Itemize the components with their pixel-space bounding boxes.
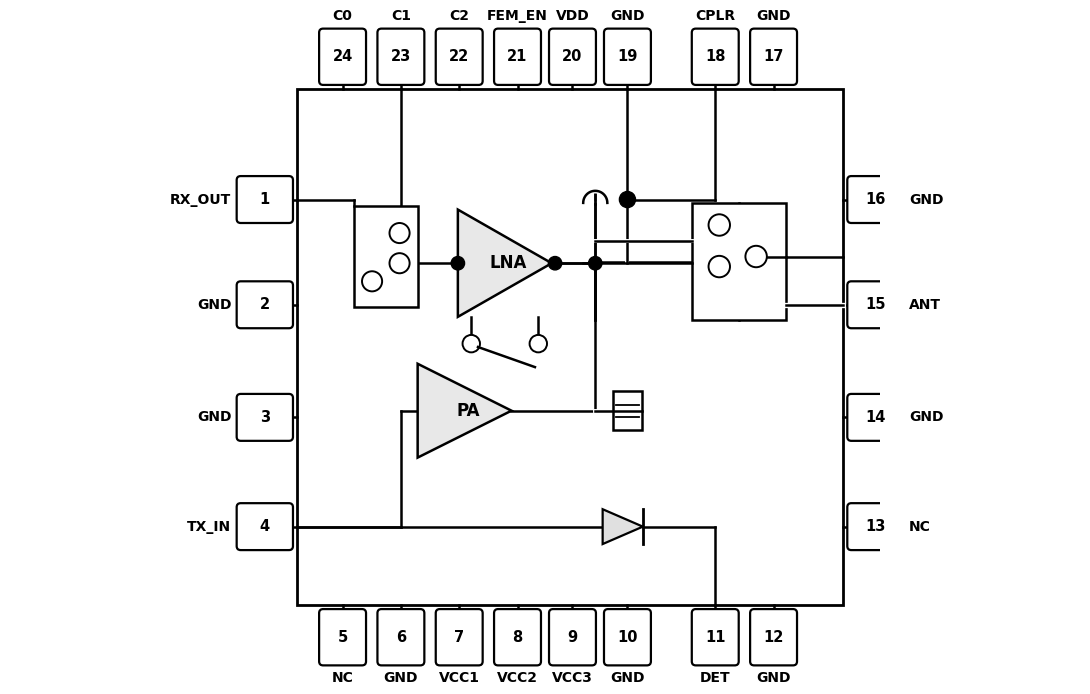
Bar [354, 206, 417, 307]
FancyBboxPatch shape [847, 281, 904, 328]
Text: 7: 7 [455, 629, 464, 645]
Text: TX_IN: TX_IN [187, 520, 231, 534]
Text: VCC1: VCC1 [438, 670, 480, 685]
Circle shape [746, 246, 767, 267]
Text: VDD: VDD [556, 9, 590, 24]
Text: LNA: LNA [489, 254, 526, 272]
Text: GND: GND [197, 298, 231, 312]
FancyBboxPatch shape [377, 28, 424, 85]
FancyBboxPatch shape [319, 609, 366, 666]
Text: 9: 9 [568, 629, 578, 645]
Text: VCC3: VCC3 [552, 670, 593, 685]
Text: 12: 12 [763, 629, 784, 645]
Circle shape [589, 257, 602, 270]
Text: 2: 2 [259, 297, 270, 312]
Circle shape [451, 257, 464, 270]
FancyBboxPatch shape [750, 609, 797, 666]
FancyBboxPatch shape [237, 394, 293, 441]
Text: 3: 3 [259, 410, 270, 425]
Circle shape [462, 335, 480, 353]
FancyBboxPatch shape [604, 28, 651, 85]
Bar [614, 391, 642, 430]
Text: 11: 11 [705, 629, 726, 645]
Polygon shape [603, 509, 643, 544]
FancyBboxPatch shape [494, 28, 541, 85]
Text: GND: GND [909, 410, 944, 424]
Text: 13: 13 [865, 519, 886, 534]
Text: FEM_EN: FEM_EN [487, 9, 548, 24]
Polygon shape [458, 210, 552, 317]
Bar [296, 89, 844, 605]
FancyBboxPatch shape [847, 503, 904, 550]
Text: GND: GND [909, 192, 944, 207]
Text: 22: 22 [449, 49, 470, 65]
Text: GND: GND [384, 670, 419, 685]
Text: GND: GND [756, 670, 791, 685]
Text: 10: 10 [617, 629, 638, 645]
Text: VCC2: VCC2 [497, 670, 538, 685]
Text: C2: C2 [449, 9, 469, 24]
Circle shape [530, 335, 547, 353]
FancyBboxPatch shape [549, 609, 596, 666]
Text: RX_OUT: RX_OUT [170, 192, 231, 207]
Text: GND: GND [197, 410, 231, 424]
Text: NC: NC [909, 520, 931, 534]
Text: C1: C1 [391, 9, 411, 24]
Text: CPLR: CPLR [695, 9, 736, 24]
Text: PA: PA [457, 402, 480, 420]
FancyBboxPatch shape [549, 28, 596, 85]
Polygon shape [417, 364, 511, 457]
Text: C0: C0 [332, 9, 352, 24]
Circle shape [708, 256, 730, 278]
Circle shape [548, 257, 561, 270]
Text: 1: 1 [259, 192, 270, 207]
Text: 14: 14 [865, 410, 886, 425]
FancyBboxPatch shape [237, 503, 293, 550]
Text: 19: 19 [617, 49, 638, 65]
Text: 23: 23 [390, 49, 411, 65]
FancyBboxPatch shape [494, 609, 541, 666]
Circle shape [619, 192, 635, 208]
Text: 5: 5 [338, 629, 348, 645]
Circle shape [362, 271, 383, 291]
Text: 21: 21 [507, 49, 528, 65]
Text: 15: 15 [865, 297, 886, 312]
Text: 24: 24 [332, 49, 353, 65]
FancyBboxPatch shape [692, 28, 739, 85]
Circle shape [389, 253, 410, 273]
Text: 20: 20 [562, 49, 583, 65]
Text: 6: 6 [396, 629, 405, 645]
Text: 17: 17 [763, 49, 784, 65]
Text: 8: 8 [512, 629, 522, 645]
FancyBboxPatch shape [237, 281, 293, 328]
Text: 4: 4 [259, 519, 270, 534]
Text: 16: 16 [865, 192, 886, 207]
FancyBboxPatch shape [847, 176, 904, 223]
Text: GND: GND [610, 9, 644, 24]
Text: 18: 18 [705, 49, 726, 65]
FancyBboxPatch shape [750, 28, 797, 85]
Text: GND: GND [756, 9, 791, 24]
FancyBboxPatch shape [436, 609, 483, 666]
FancyBboxPatch shape [436, 28, 483, 85]
FancyBboxPatch shape [377, 609, 424, 666]
FancyBboxPatch shape [237, 176, 293, 223]
Bar [692, 203, 786, 320]
Text: NC: NC [331, 670, 353, 685]
FancyBboxPatch shape [319, 28, 366, 85]
Circle shape [389, 223, 410, 243]
Text: ANT: ANT [909, 298, 941, 312]
FancyBboxPatch shape [604, 609, 651, 666]
FancyBboxPatch shape [692, 609, 739, 666]
FancyBboxPatch shape [847, 394, 904, 441]
Circle shape [708, 214, 730, 236]
Text: DET: DET [700, 670, 730, 685]
Text: GND: GND [610, 670, 644, 685]
